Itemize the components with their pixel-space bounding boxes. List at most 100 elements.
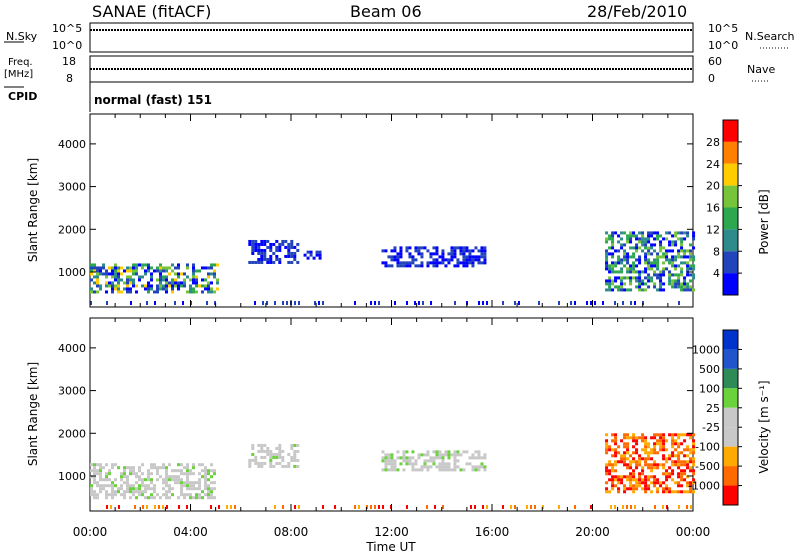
power-cell	[260, 239, 264, 243]
velocity-cell	[96, 493, 99, 497]
velocity-cell	[93, 496, 96, 500]
velocity-cell	[174, 478, 177, 482]
power-cell	[93, 281, 96, 285]
power-cell	[266, 239, 270, 243]
power-cell	[135, 272, 138, 276]
velocity-cell	[198, 493, 201, 497]
power-cell	[408, 261, 412, 265]
power-cell	[405, 249, 409, 253]
velocity-cell	[462, 468, 466, 472]
power-cell	[132, 281, 135, 285]
velocity-cell	[269, 449, 273, 453]
power-colorbar-label: Power [dB]	[757, 189, 771, 254]
power-cell	[659, 288, 663, 292]
velocity-cell	[683, 454, 687, 458]
power-cell	[614, 270, 618, 274]
velocity-cell	[186, 475, 189, 479]
velocity-cell	[647, 445, 651, 449]
power-cell	[647, 276, 651, 280]
power-cell	[99, 287, 102, 291]
velocity-cell	[123, 490, 126, 494]
power-speckle	[482, 301, 484, 305]
power-cell	[465, 261, 469, 265]
power-speckle	[574, 301, 576, 305]
velocity-cell	[474, 468, 478, 472]
velocity-cell	[123, 481, 126, 485]
power-cell	[390, 258, 394, 262]
power-cell	[465, 258, 469, 262]
velocity-cell	[144, 490, 147, 494]
velocity-cell	[686, 484, 690, 488]
velocity-cell	[620, 460, 624, 464]
power-cell	[293, 251, 297, 255]
velocity-cell	[126, 478, 129, 482]
power-cell	[471, 255, 475, 259]
velocity-cell	[441, 459, 445, 463]
power-cell	[668, 279, 672, 283]
velocity-cell	[420, 453, 424, 457]
power-cell	[450, 252, 454, 256]
velocity-cell	[93, 466, 96, 470]
power-ylabel: Slant Range [km]	[26, 158, 40, 262]
velocity-cell	[677, 451, 681, 455]
velocity-cell	[423, 459, 427, 463]
power-cell	[608, 282, 612, 286]
power-cell	[656, 231, 660, 235]
velocity-cell	[111, 484, 114, 488]
velocity-speckle	[482, 505, 484, 509]
power-cell	[689, 249, 693, 253]
power-cell	[296, 260, 300, 264]
velocity-cell	[629, 463, 633, 467]
power-cell	[207, 284, 210, 288]
power-speckle	[518, 301, 520, 305]
power-cell	[668, 270, 672, 274]
velocity-cell	[623, 436, 627, 440]
velocity-cell	[411, 462, 415, 466]
velocity-cell	[438, 456, 442, 460]
velocity-cell	[105, 463, 108, 467]
velocity-cell	[432, 450, 436, 454]
velocity-cell	[671, 460, 675, 464]
power-cell	[126, 290, 129, 294]
velocity-cell	[207, 484, 210, 488]
velocity-cell	[632, 433, 636, 437]
power-cell	[683, 282, 687, 286]
power-cell	[480, 252, 484, 256]
velocity-cell	[186, 481, 189, 485]
velocity-cell	[207, 493, 210, 497]
velocity-cell	[680, 433, 684, 437]
power-cell	[635, 264, 639, 268]
power-cell	[177, 275, 180, 279]
velocity-cell	[126, 484, 129, 488]
velocity-cell	[266, 452, 270, 456]
power-cell	[117, 272, 120, 276]
velocity-cell	[251, 446, 255, 450]
power-cell	[251, 242, 255, 246]
power-speckle	[538, 301, 540, 305]
power-cell	[108, 284, 111, 288]
cpid-label: CPID	[8, 90, 37, 103]
power-cell	[315, 253, 319, 257]
velocity-cell	[617, 460, 621, 464]
power-speckle	[414, 301, 416, 305]
power-cell	[656, 288, 660, 292]
power-speckle	[590, 301, 592, 305]
velocity-cell	[138, 466, 141, 470]
velocity-cell	[683, 433, 687, 437]
velocity-cell	[165, 469, 168, 473]
power-cell	[177, 266, 180, 270]
velocity-cell	[662, 463, 666, 467]
power-cell	[662, 252, 666, 256]
velocity-cell	[90, 469, 93, 473]
velocity-colorbar-color	[723, 466, 738, 486]
power-cell	[608, 279, 612, 283]
power-cell	[90, 287, 93, 291]
power-cell	[186, 266, 189, 270]
velocity-speckle	[154, 505, 156, 509]
power-cell	[480, 255, 484, 259]
velocity-cell	[90, 475, 93, 479]
power-cell	[117, 266, 120, 270]
power-cell	[626, 237, 630, 241]
velocity-cell	[138, 484, 141, 488]
velocity-cell	[150, 478, 153, 482]
